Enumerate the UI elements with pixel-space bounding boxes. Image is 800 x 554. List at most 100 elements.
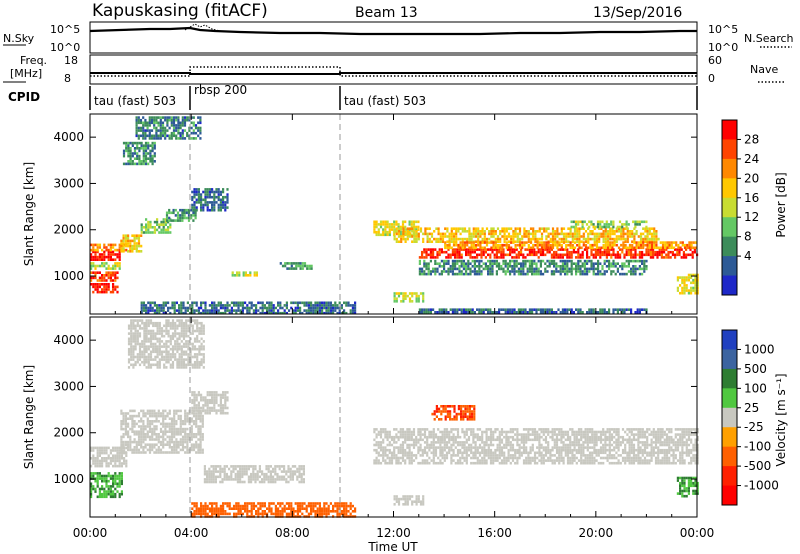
power-cell <box>558 237 561 241</box>
power-cell <box>429 248 432 251</box>
power-cell <box>153 220 156 224</box>
power-cell <box>482 253 485 257</box>
power-cell <box>208 201 211 204</box>
velocity-cell <box>114 449 117 452</box>
velocity-cell <box>159 440 163 444</box>
power-cell <box>690 243 693 247</box>
power-cell <box>217 203 220 207</box>
power-cell <box>417 220 420 224</box>
velocity-cell <box>208 472 211 476</box>
velocity-cell <box>134 347 137 351</box>
power-cell <box>577 220 580 224</box>
power-cell <box>571 232 574 236</box>
power-cell <box>598 232 601 236</box>
power-cell <box>138 147 141 150</box>
power-cell <box>144 149 148 153</box>
power-cell <box>180 301 183 305</box>
power-cell <box>598 235 601 238</box>
power-cluster <box>90 262 121 270</box>
power-cell <box>458 248 461 251</box>
velocity-cell <box>136 332 139 335</box>
power-cell <box>625 225 628 229</box>
velocity-cell <box>211 409 214 412</box>
power-cell <box>145 309 148 312</box>
power-cell <box>529 232 533 236</box>
velocity-cell <box>228 512 231 516</box>
power-cell <box>219 304 222 307</box>
power-cell <box>127 152 130 155</box>
power-cell <box>224 309 227 312</box>
velocity-cell <box>250 504 253 508</box>
power-cell <box>135 124 138 127</box>
velocity-cell <box>146 448 149 452</box>
power-cell <box>404 237 407 241</box>
velocity-cell <box>165 350 168 354</box>
power-cell <box>489 311 492 314</box>
power-cell <box>548 265 551 268</box>
velocity-cell <box>159 412 163 415</box>
power-cell <box>601 272 604 276</box>
power-cell <box>520 267 523 271</box>
velocity-cell <box>137 420 141 423</box>
power-cell <box>165 216 169 220</box>
power-cell <box>465 311 468 314</box>
velocity-cell <box>173 430 176 433</box>
velocity-cell <box>290 512 293 516</box>
velocity-cell <box>178 324 181 328</box>
power-cell <box>658 253 661 257</box>
velocity-cell <box>92 472 95 475</box>
power-cell <box>600 246 603 250</box>
velocity-cell <box>195 396 198 399</box>
power-cell <box>527 237 530 241</box>
power-y-tick-label: 3000 <box>53 176 84 190</box>
power-cell <box>482 262 485 265</box>
velocity-cell <box>274 510 277 513</box>
power-cell <box>578 243 581 247</box>
power-cell <box>151 306 154 310</box>
velocity-cell <box>175 420 178 423</box>
velocity-cell <box>239 478 242 481</box>
power-cell <box>465 265 468 268</box>
power-cell <box>441 232 445 236</box>
velocity-cell <box>168 412 171 415</box>
cpid-segment-0: tau (fast) 503 <box>94 94 176 108</box>
velocity-cell <box>285 502 288 505</box>
power-cell <box>539 265 542 268</box>
velocity-cell <box>170 435 174 439</box>
velocity-cell <box>300 475 303 479</box>
power-cell <box>443 267 446 271</box>
velocity-cell <box>203 480 206 484</box>
velocity-cell <box>193 504 196 508</box>
velocity-cell <box>277 510 280 513</box>
power-cell <box>199 129 202 132</box>
velocity-cell <box>245 472 248 476</box>
power-cell <box>194 137 198 140</box>
velocity-cell <box>175 438 178 441</box>
power-cell <box>570 308 573 311</box>
power-cell <box>474 240 478 243</box>
power-cell <box>571 243 574 247</box>
velocity-cell <box>312 504 315 508</box>
velocity-cell <box>107 485 110 488</box>
power-cell <box>451 272 454 276</box>
velocity-cell <box>129 448 132 452</box>
velocity-cell <box>310 507 313 510</box>
velocity-cell <box>135 443 138 446</box>
velocity-cell <box>175 446 178 449</box>
power-cell <box>601 253 604 257</box>
power-cell <box>125 144 128 147</box>
power-cell <box>421 272 424 276</box>
power-cell <box>451 267 454 271</box>
velocity-cell <box>168 409 171 413</box>
velocity-cell <box>219 472 222 476</box>
power-cell <box>112 264 115 268</box>
velocity-cell <box>129 414 132 418</box>
power-cell <box>211 203 214 207</box>
power-cell <box>521 237 524 241</box>
velocity-cell <box>178 342 181 346</box>
power-cell <box>504 265 507 268</box>
power-cell <box>109 250 112 254</box>
power-cell <box>513 248 516 251</box>
velocity-cell <box>98 472 101 475</box>
velocity-cell <box>254 475 257 479</box>
